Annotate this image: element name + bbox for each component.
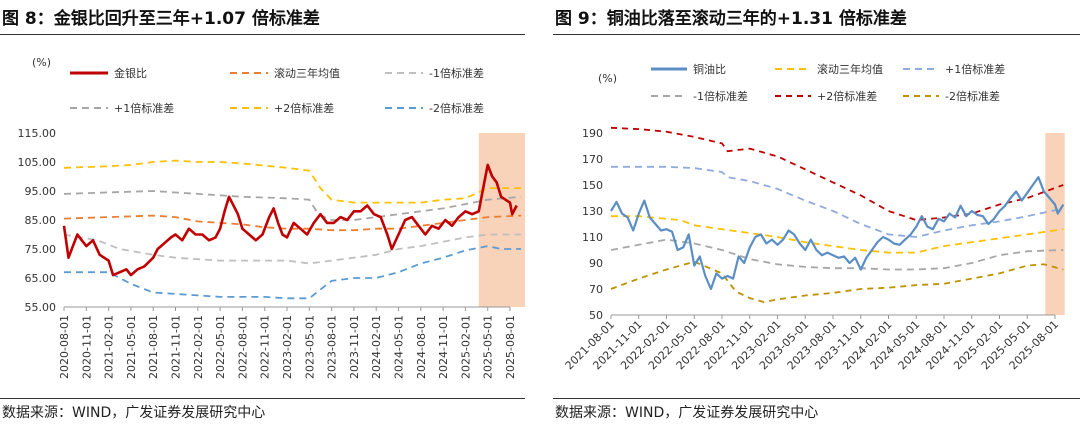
y-tick-label: 170 — [582, 153, 603, 166]
x-tick-label: 2022-05-01 — [214, 315, 227, 379]
legend-label: 金银比 — [114, 66, 147, 80]
band-series-line — [610, 260, 1064, 303]
y-tick-label: 50 — [589, 309, 603, 322]
x-tick-label: 2024-11-01 — [437, 315, 450, 379]
x-tick-label: 2025-05-01 — [482, 315, 495, 379]
legend-label: -2倍标准差 — [429, 101, 484, 115]
legend-label: +1倍标准差 — [945, 62, 1005, 76]
legend-label: 铜油比 — [693, 62, 726, 76]
gold-silver-ratio-chart: (%) 55.00 65.00 75.00 85.00 95.00 105.00 115.00… — [18, 56, 525, 379]
y-tick-label: 90 — [589, 257, 603, 270]
y-tick-label: 95.00 — [25, 185, 57, 198]
figure-title: 图 8：金银比回升至三年+1.07 倍标准差 — [2, 9, 320, 29]
x-tick-label: 2024-02-01 — [370, 315, 383, 379]
y-tick-label: 55.00 — [25, 301, 57, 314]
band-series-line — [64, 245, 522, 300]
x-tick-label: 2024-05-01 — [393, 315, 406, 379]
x-tick-label: 2023-05-01 — [303, 315, 316, 379]
y-tick-label: 85.00 — [25, 214, 57, 227]
legend-label: +1倍标准差 — [114, 101, 174, 115]
y-tick-label: 190 — [582, 127, 603, 140]
figure-8-panel: 图 8：金银比回升至三年+1.07 倍标准差 (%) 55.00 65.00 75.0… — [0, 0, 525, 427]
unit-label: (%) — [598, 72, 617, 85]
x-tick-label: 2020-11-01 — [80, 315, 93, 379]
highlight-band — [478, 133, 525, 307]
y-tick-label: 150 — [582, 179, 603, 192]
legend-label: -1倍标准差 — [693, 89, 748, 103]
band-series-line — [610, 238, 1064, 271]
title-rule — [0, 34, 525, 35]
legend-label: -2倍标准差 — [945, 89, 1000, 103]
band-series-line — [63, 233, 522, 265]
y-tick-label: 115.00 — [18, 127, 57, 140]
x-tick-label: 2021-11-01 — [170, 315, 183, 379]
legend-label: 滚动三年均值 — [817, 62, 883, 76]
x-tick-label: 2021-02-01 — [103, 315, 116, 379]
x-tick-label: 2025-02-01 — [459, 315, 472, 379]
x-tick-label: 2023-08-01 — [326, 315, 339, 379]
copper-oil-ratio-chart: (%)5070901101301501701902021-08-012021-1… — [563, 62, 1065, 372]
legend-label: +2倍标准差 — [274, 101, 334, 115]
y-tick-label: 130 — [582, 205, 603, 218]
source-rule — [0, 398, 525, 399]
x-tick-label: 2023-02-01 — [281, 315, 294, 379]
x-tick-label: 2022-11-01 — [259, 315, 272, 379]
x-tick-label: 2024-08-01 — [415, 315, 428, 379]
band-series-line — [610, 126, 1064, 222]
unit-label: (%) — [32, 56, 51, 69]
main-series-line — [62, 163, 518, 277]
x-tick-label: 2020-08-01 — [58, 315, 71, 379]
legend-label: -1倍标准差 — [429, 66, 484, 80]
source-note: 数据来源：WIND，广发证券发展研究中心 — [555, 405, 819, 421]
figure-title: 图 9：铜油比落至滚动三年的+1.31 倍标准差 — [555, 9, 907, 29]
band-series-line — [611, 165, 1064, 238]
figure-9-panel: 图 9：铜油比落至滚动三年的+1.31 倍标准差 (%) 50 70 90 110 130… — [553, 0, 1080, 427]
y-tick-label: 70 — [589, 283, 603, 296]
x-tick-label: 2022-02-01 — [192, 315, 205, 379]
source-rule — [553, 398, 1080, 399]
x-tick-label: 2021-08-01 — [147, 315, 160, 379]
title-rule — [553, 34, 1080, 35]
x-tick-label: 2025-08-01 — [504, 315, 517, 379]
legend-label: +2倍标准差 — [817, 89, 877, 103]
x-tick-label: 2023-11-01 — [348, 315, 361, 379]
y-tick-label: 65.00 — [25, 272, 57, 285]
highlight-band — [1045, 133, 1065, 315]
band-series-line — [63, 159, 522, 204]
y-tick-label: 105.00 — [18, 156, 57, 169]
x-tick-label: 2021-05-01 — [125, 315, 138, 379]
main-series-line — [610, 176, 1065, 291]
band-series-line — [611, 215, 1064, 254]
source-note: 数据来源：WIND，广发证券发展研究中心 — [2, 405, 266, 421]
legend-label: 滚动三年均值 — [274, 66, 340, 80]
band-series-line — [63, 190, 522, 221]
y-tick-label: 75.00 — [25, 243, 57, 256]
y-tick-label: 110 — [582, 231, 603, 244]
x-tick-label: 2022-08-01 — [236, 315, 249, 379]
